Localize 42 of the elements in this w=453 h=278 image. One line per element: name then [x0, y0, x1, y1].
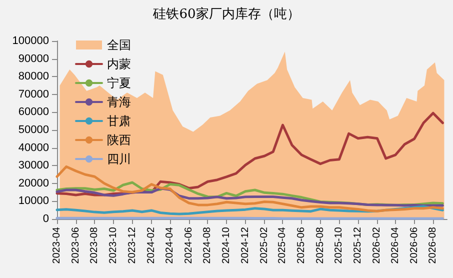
- x-tick-label: 2023-04: [52, 226, 62, 264]
- x-tick-label: 2025-12: [352, 226, 364, 264]
- legend-label: 陕西: [107, 133, 131, 147]
- x-tick-label: 2024-04: [164, 226, 176, 264]
- line-series: [56, 187, 444, 207]
- x-tick-label: 2023-10: [108, 226, 120, 264]
- x-tick-label: 2024-12: [240, 226, 251, 264]
- y-tick-label: 0: [42, 213, 49, 225]
- x-tick-label: 2024-10: [221, 226, 232, 264]
- legend-label: 全国: [107, 38, 131, 52]
- y-tick-label: 20000: [18, 177, 49, 190]
- x-tick-label: 2025-08: [314, 226, 326, 264]
- y-tick-label: 40000: [18, 142, 49, 154]
- x-tick-label: 2026-02: [372, 226, 383, 264]
- y-tick-label: 100000: [12, 35, 49, 47]
- x-tick-label: 2023-06: [70, 226, 82, 264]
- y-tick-label: 60000: [18, 106, 49, 118]
- legend-label: 内蒙: [107, 57, 131, 71]
- x-tick-label: 2024-02: [146, 226, 157, 264]
- x-tick-label: 2024-06: [183, 226, 194, 264]
- x-tick-label: 2025-02: [259, 226, 270, 264]
- chart-title: 硅铁60家厂内库存（吨）: [152, 6, 300, 22]
- x-tick-label: 2025-10: [334, 226, 345, 264]
- y-tick-label: 10000: [18, 195, 49, 208]
- y-tick-label: 90000: [18, 52, 49, 65]
- legend-label: 甘肃: [107, 114, 131, 128]
- line-series: [56, 165, 444, 212]
- y-tick-label: 30000: [18, 160, 49, 172]
- x-tick-label: 2025-04: [277, 226, 288, 264]
- x-tick-label: 2025-06: [296, 226, 308, 264]
- x-tick-label: 2026-06: [408, 226, 420, 264]
- x-tick-label: 2024-08: [202, 226, 214, 264]
- x-tick-label: 2026-04: [390, 226, 401, 264]
- x-tick-label: 2026-08: [428, 226, 439, 264]
- x-tick-label: 2023-12: [126, 226, 138, 264]
- legend-label: 四川: [107, 152, 131, 166]
- legend-label: 宁夏: [107, 76, 131, 90]
- y-tick-label: 80000: [18, 70, 49, 83]
- y-tick-label: 70000: [18, 88, 49, 100]
- y-tick-label: 50000: [18, 124, 49, 136]
- legend-label: 青海: [107, 95, 131, 109]
- x-tick-label: 2023-08: [89, 226, 100, 264]
